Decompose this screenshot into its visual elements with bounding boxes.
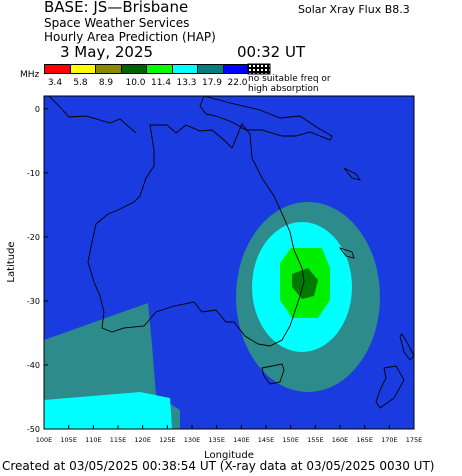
lon-tick-label: 110E bbox=[85, 436, 102, 444]
x-axis-label: Longitude bbox=[204, 450, 254, 461]
lat-tick-label: -10 bbox=[27, 169, 40, 178]
latitude-ticks: 0 -10 -20 -30 -40 -50 bbox=[27, 105, 48, 434]
legend-unit: MHz bbox=[20, 70, 40, 80]
forecast-time: 00:32 UT bbox=[237, 43, 306, 61]
no-suitable-swatch bbox=[247, 63, 271, 75]
lon-tick-label: 140E bbox=[233, 436, 250, 444]
legend-label-5: 13.3 bbox=[176, 78, 197, 88]
lon-tick-label: 150E bbox=[282, 436, 299, 444]
base-title: BASE: JS—Brisbane bbox=[44, 0, 189, 16]
coastline-australia bbox=[87, 123, 305, 347]
product-name: Hourly Area Prediction (HAP) bbox=[44, 30, 216, 44]
lat-tick-label: -20 bbox=[27, 233, 40, 242]
lat-tick-label: -30 bbox=[27, 297, 40, 306]
lat-tick-label: -50 bbox=[27, 425, 40, 434]
lon-tick-label: 145E bbox=[258, 436, 275, 444]
lon-tick-label: 160E bbox=[332, 436, 349, 444]
lon-tick-label: 130E bbox=[184, 436, 201, 444]
no-suitable-note: no suitable freq or bbox=[248, 74, 331, 84]
legend-label-0: 3.4 bbox=[47, 78, 63, 88]
lon-tick-label: 170E bbox=[381, 436, 398, 444]
coverage-dark-green-zone bbox=[292, 268, 318, 299]
map-frame bbox=[43, 95, 415, 430]
coastline-new-zealand-south bbox=[375, 365, 405, 409]
lon-tick-label: 105E bbox=[60, 436, 77, 444]
legend-label-2: 8.9 bbox=[98, 78, 114, 88]
lon-tick-label: 100E bbox=[36, 436, 53, 444]
lat-tick-label: -40 bbox=[27, 361, 40, 370]
high-absorption-note: high absorption bbox=[248, 84, 319, 94]
creation-footer: Created at 03/05/2025 00:38:54 UT (X-ray… bbox=[2, 459, 435, 473]
service-name: Space Weather Services bbox=[44, 16, 190, 30]
legend-label-3: 10.0 bbox=[125, 78, 146, 88]
solar-xray-flux: Solar Xray Flux B8.3 bbox=[298, 3, 410, 16]
coastline-java-timor bbox=[48, 96, 137, 134]
coastline-tasmania bbox=[261, 363, 285, 385]
coastline-new-caledonia bbox=[338, 247, 355, 259]
lon-tick-label: 125E bbox=[159, 436, 176, 444]
lon-tick-label: 155E bbox=[307, 436, 324, 444]
lon-tick-label: 175E bbox=[406, 436, 423, 444]
legend-label-7: 22.0 bbox=[227, 78, 248, 88]
legend-label-6: 17.9 bbox=[201, 78, 223, 88]
lon-tick-label: 115E bbox=[110, 436, 127, 444]
y-axis-label: Latitude bbox=[6, 241, 17, 282]
coastline-new-zealand-north bbox=[399, 333, 414, 361]
map-plot-area bbox=[44, 96, 414, 429]
coastline-new-guinea bbox=[199, 96, 333, 141]
lat-tick-label: 0 bbox=[35, 105, 40, 114]
lon-tick-label: 135E bbox=[208, 436, 225, 444]
southwest-cyan-region bbox=[44, 392, 172, 429]
coastlines bbox=[48, 96, 414, 409]
longitude-ticks: 100E 105E 110E 115E 120E 125E 130E 135E 140E 145E… bbox=[36, 425, 423, 444]
coastline-solomon-islands bbox=[343, 167, 362, 181]
lon-tick-label: 120E bbox=[134, 436, 151, 444]
legend-label-1: 5.8 bbox=[73, 78, 88, 88]
lon-tick-label: 165E bbox=[356, 436, 373, 444]
legend-label-4: 11.4 bbox=[150, 78, 172, 88]
forecast-date: 3 May, 2025 bbox=[60, 43, 154, 61]
